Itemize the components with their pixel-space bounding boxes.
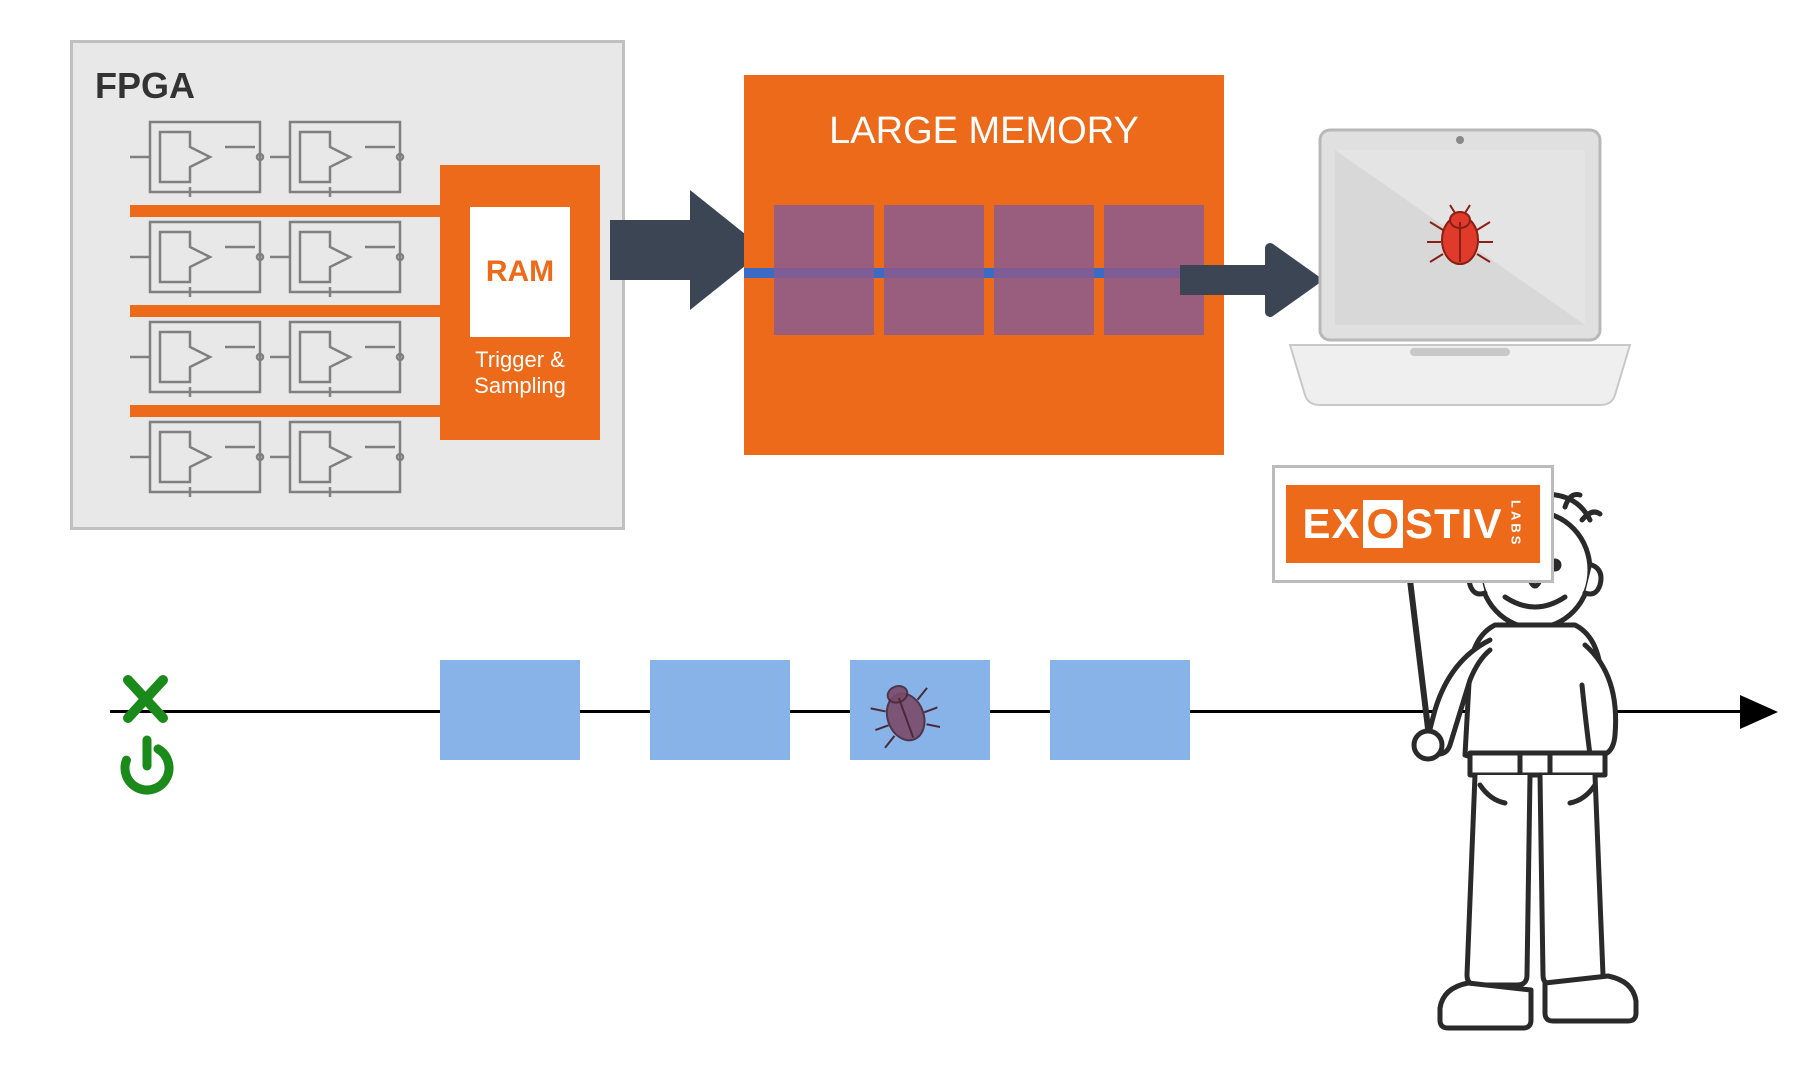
logo-inner: EX O STIV LABS: [1286, 485, 1540, 563]
timeline-block-1: [440, 660, 580, 760]
fpga-bus-3: [130, 405, 440, 417]
logo-text-labs: LABS: [1509, 500, 1524, 547]
logo-text-stiv: STIV: [1405, 500, 1502, 548]
ram-inner: RAM: [470, 207, 570, 337]
logo-text-o: O: [1363, 500, 1404, 548]
memory-block-3: [994, 205, 1094, 335]
fpga-title: FPGA: [95, 65, 195, 107]
fpga-bus-2: [130, 305, 440, 317]
logo-sign: EX O STIV LABS: [1272, 465, 1554, 583]
timeline-bug-icon: [870, 675, 940, 755]
timeline-start-marker: [118, 670, 178, 800]
ram-block: RAM Trigger & Sampling: [440, 165, 600, 440]
timeline-arrowhead: [1740, 695, 1780, 729]
timeline-block-2: [650, 660, 790, 760]
timeline-block-4: [1050, 660, 1190, 760]
laptop-icon: [1280, 120, 1640, 430]
memory-block-1: [774, 205, 874, 335]
ram-sublabel: Trigger & Sampling: [440, 347, 600, 399]
ram-label: RAM: [486, 255, 554, 289]
large-memory-title: LARGE MEMORY: [744, 110, 1224, 153]
logo-text-ex: EX: [1302, 500, 1360, 548]
fpga-bus-1: [130, 205, 440, 217]
memory-block-2: [884, 205, 984, 335]
